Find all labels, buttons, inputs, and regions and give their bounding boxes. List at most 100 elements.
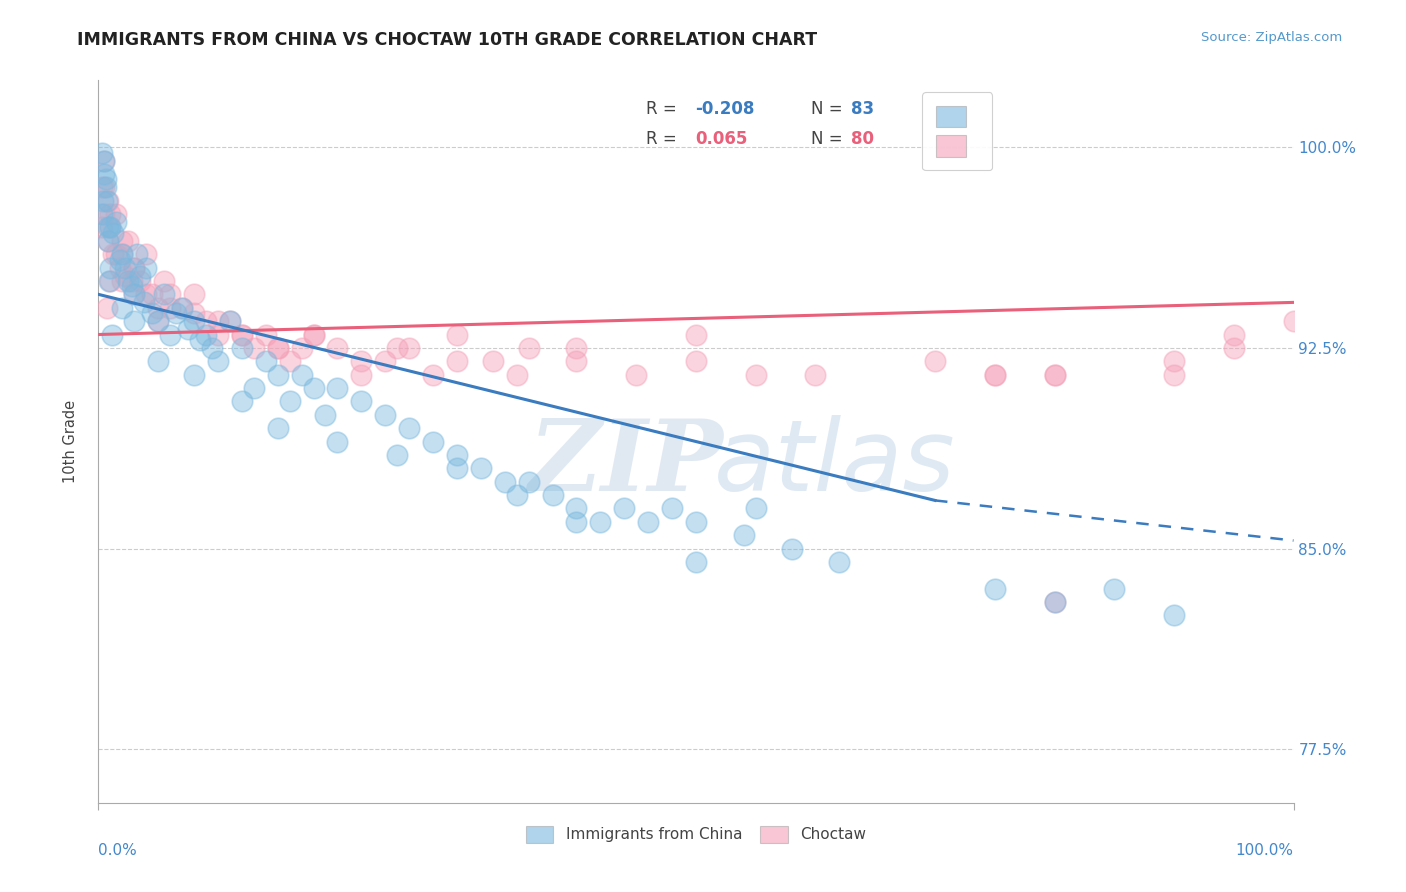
Point	[219, 314, 242, 328]
Point	[231, 327, 253, 342]
Text: R =: R =	[645, 130, 682, 148]
Point	[91, 194, 114, 208]
Point	[315, 408, 337, 422]
Point	[745, 368, 768, 382]
Point	[183, 368, 205, 382]
Point	[350, 354, 373, 368]
Point	[201, 341, 224, 355]
Point	[291, 341, 314, 355]
Point	[350, 368, 373, 382]
Point	[108, 260, 131, 275]
Point	[541, 488, 564, 502]
Point	[97, 234, 120, 248]
Point	[159, 287, 181, 301]
Point	[685, 354, 707, 368]
Point	[374, 408, 396, 422]
Point	[780, 541, 803, 556]
Point	[267, 368, 290, 382]
Point	[111, 301, 134, 315]
Point	[108, 252, 131, 267]
Point	[183, 314, 205, 328]
Point	[153, 287, 176, 301]
Point	[93, 180, 115, 194]
Point	[91, 180, 114, 194]
Point	[231, 327, 253, 342]
Point	[1043, 595, 1066, 609]
Point	[804, 368, 827, 382]
Point	[398, 341, 420, 355]
Point	[172, 301, 194, 315]
Point	[207, 314, 229, 328]
Point	[422, 368, 444, 382]
Point	[685, 327, 707, 342]
Point	[278, 394, 301, 409]
Point	[267, 421, 290, 435]
Point	[1282, 314, 1305, 328]
Point	[129, 274, 152, 288]
Text: N =: N =	[811, 100, 848, 118]
Point	[114, 260, 136, 275]
Point	[183, 306, 205, 320]
Point	[565, 354, 588, 368]
Point	[267, 341, 290, 355]
Point	[1043, 368, 1066, 382]
Point	[93, 153, 115, 168]
Point	[93, 207, 115, 221]
Point	[446, 327, 468, 342]
Point	[91, 207, 114, 221]
Point	[114, 268, 136, 283]
Point	[326, 341, 349, 355]
Legend: Immigrants from China, Choctaw: Immigrants from China, Choctaw	[520, 820, 872, 849]
Point	[132, 295, 155, 310]
Point	[148, 301, 170, 315]
Point	[101, 247, 124, 261]
Point	[565, 341, 588, 355]
Point	[98, 220, 122, 235]
Point	[121, 279, 143, 293]
Point	[96, 301, 118, 315]
Point	[124, 287, 146, 301]
Point	[207, 327, 229, 342]
Point	[385, 341, 409, 355]
Point	[302, 327, 325, 342]
Point	[153, 274, 176, 288]
Point	[135, 247, 157, 261]
Text: Source: ZipAtlas.com: Source: ZipAtlas.com	[1202, 31, 1343, 45]
Point	[94, 180, 117, 194]
Point	[1043, 595, 1066, 609]
Point	[98, 220, 122, 235]
Point	[117, 234, 139, 248]
Point	[111, 274, 134, 288]
Point	[101, 226, 124, 240]
Point	[148, 354, 170, 368]
Point	[117, 274, 139, 288]
Point	[685, 515, 707, 529]
Point	[129, 268, 152, 283]
Point	[984, 368, 1007, 382]
Point	[291, 368, 314, 382]
Text: 83: 83	[852, 100, 875, 118]
Point	[188, 333, 211, 347]
Point	[613, 501, 636, 516]
Point	[231, 394, 253, 409]
Point	[254, 354, 277, 368]
Point	[565, 501, 588, 516]
Point	[207, 354, 229, 368]
Text: IMMIGRANTS FROM CHINA VS CHOCTAW 10TH GRADE CORRELATION CHART: IMMIGRANTS FROM CHINA VS CHOCTAW 10TH GR…	[77, 31, 817, 49]
Point	[446, 461, 468, 475]
Point	[135, 287, 157, 301]
Point	[98, 260, 122, 275]
Text: atlas: atlas	[714, 415, 956, 512]
Point	[446, 354, 468, 368]
Point	[482, 354, 505, 368]
Point	[733, 528, 755, 542]
Point	[124, 287, 146, 301]
Point	[98, 274, 121, 288]
Point	[243, 341, 266, 355]
Point	[148, 314, 170, 328]
Point	[1163, 354, 1185, 368]
Y-axis label: 10th Grade: 10th Grade	[63, 400, 77, 483]
Point	[105, 215, 128, 229]
Point	[661, 501, 683, 516]
Text: N =: N =	[811, 130, 848, 148]
